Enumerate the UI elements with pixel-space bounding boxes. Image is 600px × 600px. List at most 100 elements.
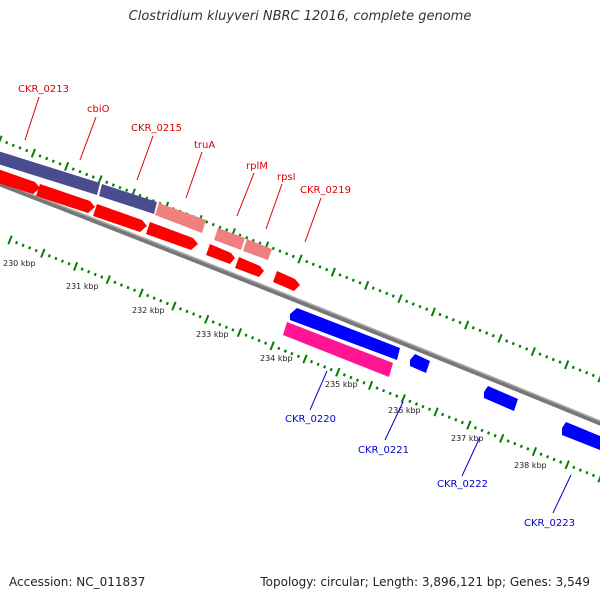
minor-tick	[85, 172, 89, 177]
major-tick	[7, 235, 13, 245]
minor-tick	[505, 339, 509, 343]
minor-tick	[551, 357, 555, 362]
minor-tick	[159, 299, 163, 303]
minor-tick	[54, 256, 58, 261]
minor-tick	[218, 225, 222, 229]
minor-tick	[14, 240, 19, 245]
minor-tick	[445, 315, 449, 319]
gene-trua[interactable]	[214, 228, 245, 250]
minor-tick	[185, 309, 189, 314]
gene-ckr-0215[interactable]	[155, 203, 206, 233]
minor-tick	[283, 349, 287, 353]
gene-ckr-0222[interactable]	[484, 386, 518, 411]
minor-tick	[245, 236, 249, 240]
minor-tick	[559, 460, 563, 464]
minor-tick	[355, 378, 360, 382]
minor-tick	[296, 354, 301, 359]
minor-tick	[250, 336, 255, 340]
major-tick	[430, 307, 436, 317]
minor-tick	[391, 294, 395, 298]
gene-label-ckr-0219: CKR_0219	[300, 185, 351, 196]
gene-ckr-0223[interactable]	[562, 422, 600, 452]
gene-ckr-0221[interactable]	[410, 354, 430, 373]
minor-tick	[45, 156, 49, 161]
minor-tick	[388, 391, 392, 396]
major-tick	[40, 248, 46, 258]
minor-tick	[93, 272, 97, 277]
kbp-label-238: 238 kbp	[514, 461, 547, 470]
minor-tick	[278, 249, 282, 253]
minor-tick	[342, 373, 346, 377]
minor-tick	[60, 259, 65, 263]
gene-ckr-0220[interactable]	[290, 308, 400, 360]
minor-tick	[125, 188, 129, 192]
minor-tick	[205, 220, 209, 224]
gene-cbio[interactable]	[99, 184, 157, 214]
minor-tick	[493, 434, 497, 438]
minor-tick	[385, 291, 389, 296]
gene-label-cbio: cbiO	[87, 104, 110, 115]
kbp-label-236: 236 kbp	[388, 406, 421, 415]
minor-tick	[538, 352, 542, 356]
minor-tick	[585, 471, 589, 475]
leader-lines-top	[24, 96, 322, 243]
minor-tick	[277, 346, 281, 351]
minor-tick	[290, 352, 294, 356]
minor-tick	[454, 418, 458, 422]
major-tick	[499, 433, 505, 443]
minor-tick	[244, 333, 248, 337]
minor-tick	[473, 426, 478, 430]
minor-tick	[38, 154, 42, 158]
gene-ckr-0213[interactable]	[0, 150, 100, 195]
minor-tick	[80, 267, 84, 271]
minor-tick	[271, 246, 275, 251]
minor-tick	[447, 415, 451, 419]
minor-tick	[395, 394, 399, 398]
gene-label-ckr-0220: CKR_0220	[285, 414, 336, 425]
major-tick	[30, 148, 36, 158]
minor-tick	[316, 362, 320, 366]
genome-backbone	[0, 181, 600, 426]
gene-red-2[interactable]	[36, 184, 95, 213]
gene-red-7[interactable]	[273, 271, 300, 291]
minor-tick	[18, 146, 22, 150]
minor-tick	[309, 359, 314, 364]
minor-tick	[25, 148, 29, 153]
minor-tick	[58, 162, 62, 166]
major-tick	[335, 367, 341, 377]
minor-tick	[421, 404, 425, 409]
gene-red-5[interactable]	[206, 244, 235, 264]
minor-tick	[105, 180, 109, 184]
gene-rplm[interactable]	[243, 239, 272, 260]
major-tick	[204, 314, 210, 324]
minor-tick	[405, 299, 409, 303]
minor-tick	[225, 228, 229, 232]
major-tick	[597, 475, 600, 483]
minor-tick	[578, 368, 582, 372]
gene-ckr-0220-rna[interactable]	[283, 322, 393, 377]
major-tick	[302, 354, 308, 364]
gene-red-6[interactable]	[235, 257, 264, 277]
minor-tick	[5, 140, 9, 145]
major-tick	[72, 261, 79, 271]
major-tick	[530, 347, 536, 357]
minor-tick	[371, 286, 375, 290]
minor-tick	[257, 338, 261, 343]
major-tick	[433, 407, 439, 417]
minor-tick	[513, 441, 517, 446]
minor-tick	[349, 375, 353, 380]
gene-label-ckr-0215: CKR_0215	[131, 123, 182, 134]
gene-red-1[interactable]	[0, 168, 40, 194]
major-tick	[364, 280, 370, 290]
minor-tick	[571, 365, 575, 370]
minor-tick	[539, 452, 543, 456]
minor-tick	[506, 439, 510, 443]
minor-tick	[358, 281, 362, 285]
gene-red-4[interactable]	[146, 222, 198, 250]
minor-tick	[519, 444, 523, 449]
gene-red-3[interactable]	[93, 204, 147, 232]
minor-tick	[21, 243, 25, 247]
major-tick	[564, 460, 570, 470]
leader-lines-bottom	[309, 370, 572, 514]
minor-tick	[578, 468, 582, 472]
